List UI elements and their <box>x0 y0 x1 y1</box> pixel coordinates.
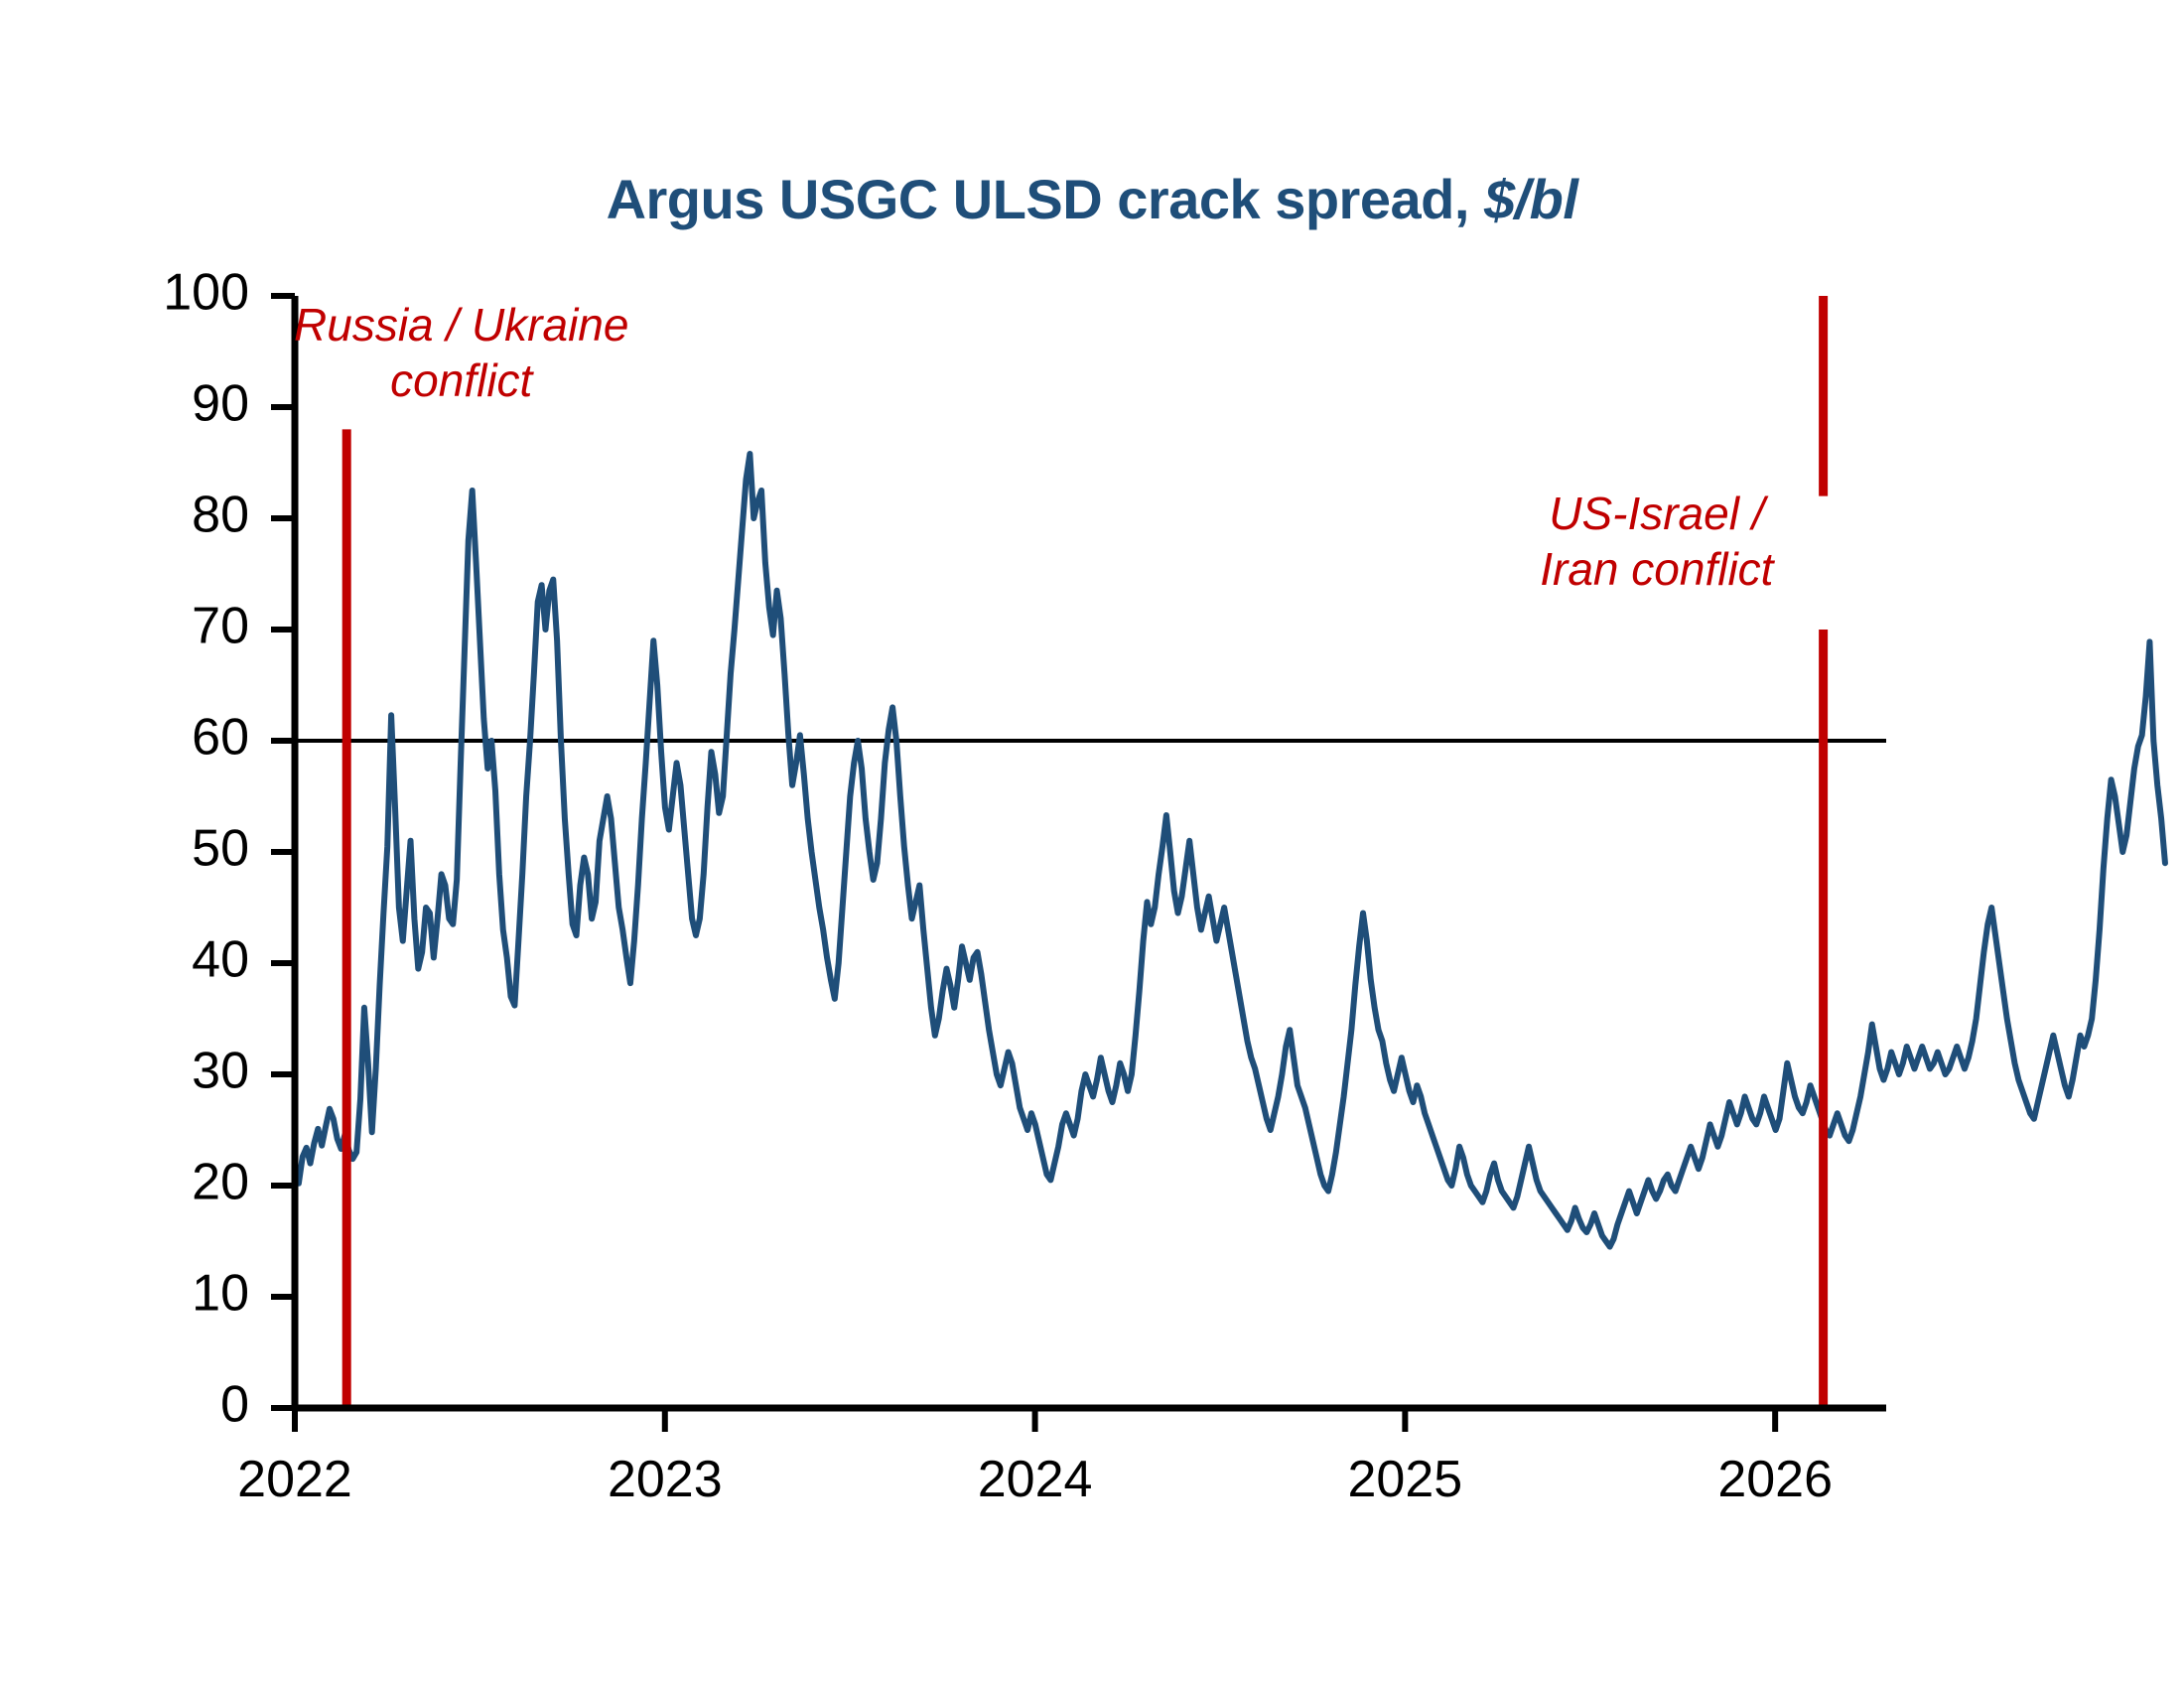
y-tick-label: 30 <box>192 1043 249 1100</box>
x-tick-label: 2022 <box>237 1451 352 1508</box>
y-tick-label: 0 <box>220 1376 249 1434</box>
x-axis-ticks <box>292 1408 1779 1432</box>
y-axis-ticks <box>271 293 295 1411</box>
russia-ukraine-annotation-line2: conflict <box>390 354 534 406</box>
x-tick-label: 2026 <box>1717 1451 1833 1508</box>
chart-title-main: Argus USGC ULSD crack spread, <box>606 168 1484 230</box>
y-tick-label: 80 <box>192 487 249 544</box>
y-tick-label: 70 <box>192 598 249 655</box>
x-tick-label: 2024 <box>978 1451 1093 1508</box>
data-series-lines <box>292 451 2168 1250</box>
x-tick-label: 2023 <box>608 1451 723 1508</box>
axis-spines <box>291 296 1886 1412</box>
y-tick-label: 60 <box>192 709 249 767</box>
y-tick-label: 40 <box>192 931 249 989</box>
chart-title-unit: $/bl <box>1483 168 1578 230</box>
us-israel-iran-annotation-line2: Iran conflict <box>1540 543 1775 595</box>
chart-title: Argus USGC ULSD crack spread, $/bl <box>0 167 2184 231</box>
y-tick-label: 10 <box>192 1265 249 1323</box>
y-tick-label: 100 <box>163 264 249 322</box>
x-tick-label: 2025 <box>1348 1451 1463 1508</box>
us-israel-iran-annotation-line1: US-Israel / <box>1549 488 1768 539</box>
x-axis-tick-labels: 2022 2023 2024 2025 2026 <box>237 1451 1833 1508</box>
russia-ukraine-annotation-line1: Russia / Ukraine <box>294 299 628 351</box>
series-line <box>292 451 2168 1250</box>
event-marker-lines <box>341 296 1829 1408</box>
y-tick-label: 20 <box>192 1154 249 1211</box>
y-tick-label: 50 <box>192 820 249 878</box>
y-tick-label: 90 <box>192 375 249 433</box>
